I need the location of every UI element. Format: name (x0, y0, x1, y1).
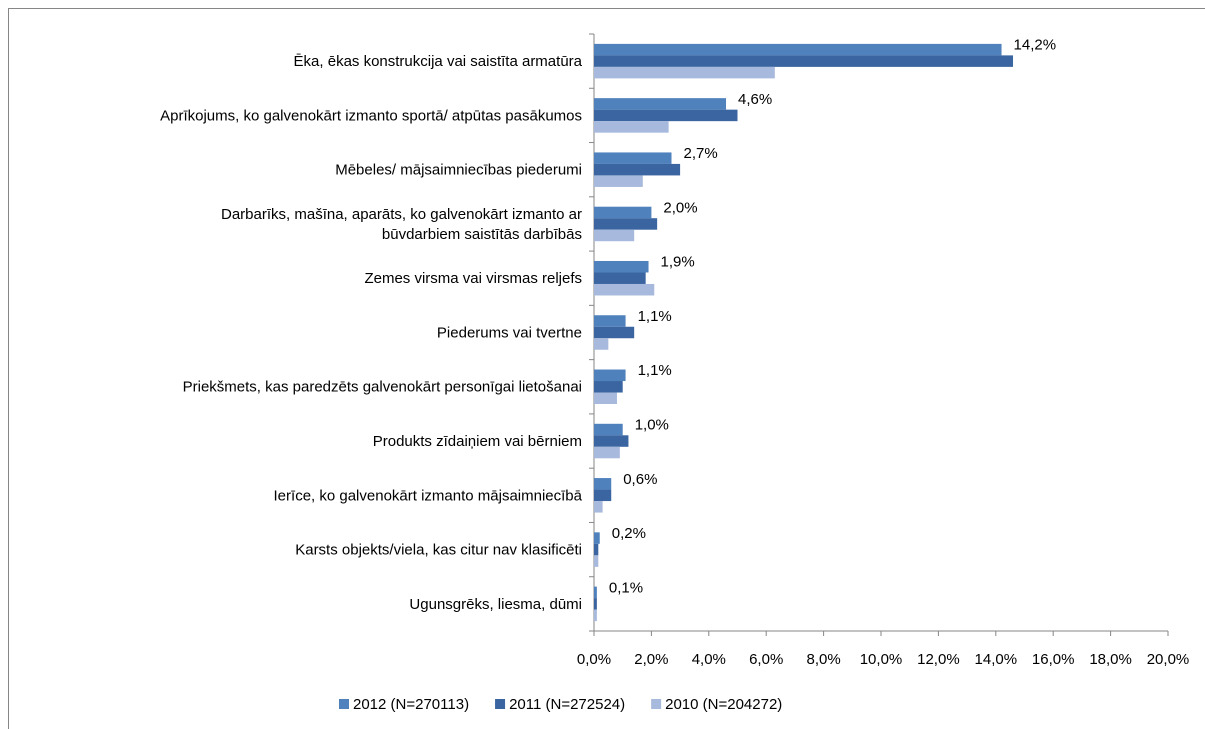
bar (594, 543, 599, 556)
category-label: Piederums vai tvertne (437, 324, 582, 341)
category-label: Darbarīks, mašīna, aparāts, ko galvenokā… (221, 206, 582, 243)
x-tick-label: 12,0% (917, 651, 960, 668)
value-label: 1,1% (638, 362, 672, 379)
bar (594, 152, 672, 164)
legend-swatch (339, 699, 349, 709)
category-label: Priekšmets, kas paredzēts galvenokārt pe… (183, 379, 582, 396)
x-tick-label: 0,0% (577, 651, 611, 668)
value-label: 1,0% (635, 417, 669, 434)
bar (594, 109, 738, 122)
value-label: 0,6% (623, 471, 657, 488)
bar (594, 283, 655, 296)
x-tick-label: 2,0% (634, 651, 668, 668)
category-label: Produkts zīdaiņiem vai bērniem (373, 433, 582, 450)
category-label: Ugunsgrēks, liesma, dūmi (409, 596, 582, 613)
bar (594, 369, 626, 382)
x-tick-label: 18,0% (1089, 651, 1132, 668)
bar (594, 435, 629, 447)
bar (594, 532, 600, 544)
bar (594, 446, 620, 459)
bar (594, 66, 775, 79)
x-tick-label: 16,0% (1032, 651, 1075, 668)
bar (594, 586, 597, 599)
bar (594, 381, 623, 393)
value-label: 14,2% (1014, 37, 1057, 54)
legend-label: 2010 (N=204272) (665, 696, 782, 713)
bar (594, 392, 617, 405)
bar (594, 338, 609, 350)
x-tick-label: 10,0% (860, 651, 903, 668)
category-label: Ēka, ēkas konstrukcija vai saistīta arma… (294, 53, 583, 70)
bar (594, 121, 669, 133)
value-label: 1,9% (661, 254, 695, 271)
bar (594, 478, 612, 490)
bar (594, 423, 623, 436)
value-label: 2,0% (663, 199, 697, 216)
category-label: Zemes virsma vai virsmas reljefs (364, 270, 582, 287)
value-label: 4,6% (738, 91, 772, 108)
x-tick-label: 8,0% (806, 651, 840, 668)
value-label: 0,1% (609, 579, 643, 596)
bar (594, 326, 635, 339)
category-label: Karsts objekts/viela, kas citur nav klas… (295, 542, 582, 559)
value-label: 0,2% (612, 525, 646, 542)
category-label-line: Darbarīks, mašīna, aparāts, ko galvenokā… (221, 206, 582, 223)
legend-label: 2011 (N=272524) (509, 696, 625, 713)
category-label: Aprīkojums, ko galvenokārt izmanto sport… (160, 107, 582, 124)
legend-swatch (651, 699, 662, 709)
bar (594, 598, 597, 610)
bar (594, 609, 597, 622)
bar (594, 260, 649, 273)
category-label: Mēbeles/ mājsaimniecības piederumi (335, 162, 582, 179)
bar (594, 229, 635, 242)
category-label-line: būvdarbiem saistītās darbībās (382, 226, 582, 243)
bar (594, 98, 727, 110)
x-tick-label: 4,0% (692, 651, 726, 668)
bar (594, 218, 658, 230)
value-label: 2,7% (683, 145, 717, 162)
bar (594, 555, 599, 567)
legend-label: 2012 (N=270113) (353, 696, 469, 713)
bar (594, 501, 603, 513)
bar (594, 55, 1014, 67)
bar (594, 175, 643, 187)
bar (594, 489, 612, 502)
x-tick-label: 14,0% (975, 651, 1018, 668)
bar (594, 163, 681, 176)
bar (594, 315, 626, 327)
bar (594, 206, 652, 219)
legend-swatch (495, 699, 506, 709)
value-label: 1,1% (638, 308, 672, 325)
bar (594, 43, 1002, 56)
x-tick-label: 20,0% (1147, 651, 1190, 668)
bar (594, 272, 646, 284)
category-label: Ierīce, ko galvenokārt izmanto mājsaimni… (274, 487, 583, 504)
x-tick-label: 6,0% (749, 651, 783, 668)
